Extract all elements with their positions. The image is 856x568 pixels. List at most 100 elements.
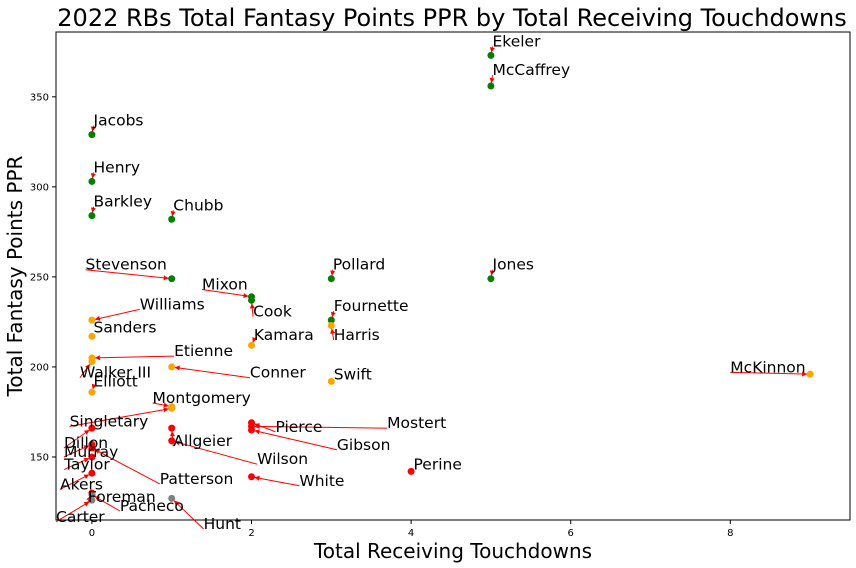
- annotation-arrowhead: [489, 77, 495, 84]
- point-label: Singletary: [70, 412, 149, 430]
- annotation-arrow: [94, 448, 160, 485]
- point-label: Foreman: [88, 488, 156, 506]
- annotation-arrowhead: [83, 457, 90, 463]
- point-label: Walker III: [80, 364, 151, 382]
- data-point: [168, 215, 176, 223]
- x-tick-label: 8: [727, 528, 733, 539]
- point-label: Patterson: [160, 470, 234, 488]
- point-label: Stevenson: [86, 256, 167, 274]
- annotation-arrow: [173, 500, 204, 530]
- point-label: Hunt: [204, 515, 241, 533]
- data-point: [168, 404, 176, 412]
- annotation-arrowhead: [489, 47, 495, 53]
- point-label: Murray: [64, 443, 118, 461]
- annotation-arrowhead: [170, 210, 176, 217]
- annotation-arrow: [254, 476, 300, 487]
- point-label: McKinnon: [730, 358, 805, 376]
- data-point: [88, 491, 96, 499]
- annotation-arrowhead: [330, 270, 336, 276]
- point-label: Dillon: [64, 434, 108, 452]
- annotation-arrowhead: [330, 328, 336, 334]
- point-label: Ekeler: [493, 32, 542, 50]
- point-label: Akers: [60, 475, 103, 493]
- annotation-arrowhead: [169, 431, 175, 437]
- point-label: White: [299, 472, 344, 490]
- point-label: Montgomery: [153, 389, 251, 407]
- data-point: [88, 469, 96, 477]
- annotation-arrowhead: [94, 315, 101, 321]
- annotation-arrowhead: [174, 440, 181, 446]
- point-label: Gibson: [337, 436, 391, 454]
- data-point: [88, 332, 96, 340]
- x-tick-label: 4: [408, 528, 414, 539]
- point-label: Wilson: [257, 450, 308, 468]
- data-point: [88, 444, 96, 452]
- annotation-arrow: [174, 366, 250, 379]
- annotation-arrow: [69, 408, 169, 427]
- chart-title: 2022 RBs Total Fantasy Points PPR by Tot…: [57, 4, 846, 32]
- annotation-arrow: [55, 501, 90, 523]
- annotation-arrowhead: [163, 275, 169, 281]
- annotation-arrow: [59, 474, 90, 490]
- data-point: [327, 275, 335, 283]
- point-label: Pollard: [333, 256, 385, 274]
- data-point: [88, 131, 96, 139]
- data-point: [88, 358, 96, 366]
- point-labels: Ekeler McCaffrey Jacobs Henry Barkley Chubb St…: [56, 32, 806, 533]
- point-label: Elliott: [94, 373, 138, 391]
- y-axis: 150 200 250 300 350: [30, 92, 56, 463]
- data-point: [248, 473, 256, 481]
- annotation-arrow: [94, 355, 175, 359]
- point-label: Jacobs: [93, 112, 144, 130]
- annotation-arrow: [201, 289, 249, 297]
- annotation-arrow: [174, 441, 258, 465]
- annotation-arrow: [85, 269, 169, 279]
- point-label: Cook: [253, 303, 292, 321]
- point-label: Henry: [94, 158, 141, 176]
- annotation-arrow: [730, 371, 808, 375]
- y-tick-label: 150: [30, 452, 49, 463]
- data-point: [88, 388, 96, 396]
- annotation-arrowhead: [174, 365, 180, 371]
- point-label: Harris: [334, 326, 380, 344]
- point-label: Taylor: [63, 456, 110, 474]
- annotation-arrowhead: [163, 407, 169, 413]
- data-point: [88, 453, 96, 461]
- data-point: [88, 212, 96, 220]
- annotation-arrowhead: [94, 496, 101, 501]
- data-point: [327, 316, 335, 324]
- point-label: Jones: [492, 256, 535, 274]
- x-tick-label: 2: [248, 528, 254, 539]
- x-tick-label: 0: [89, 528, 95, 539]
- point-label: Mixon: [202, 276, 248, 294]
- point-label: Barkley: [94, 193, 152, 211]
- point-label: Pierce: [275, 418, 322, 436]
- point-label: McCaffrey: [493, 61, 571, 79]
- annotation-arrowhead: [173, 500, 180, 506]
- data-point: [88, 177, 96, 185]
- annotation-arrow: [254, 425, 388, 429]
- annotation-arrow: [63, 429, 90, 449]
- point-label: Carter: [56, 508, 105, 526]
- data-point: [168, 494, 176, 502]
- y-tick-label: 250: [30, 272, 49, 283]
- data-point: [168, 363, 176, 371]
- data-point: [88, 316, 96, 324]
- data-point: [487, 275, 495, 283]
- point-label: Swift: [334, 366, 372, 384]
- data-point: [327, 377, 335, 385]
- y-tick-label: 300: [30, 182, 49, 193]
- annotation-arrowhead: [254, 475, 260, 481]
- data-point: [88, 424, 96, 432]
- annotation-arrowhead: [90, 126, 96, 132]
- data-point: [327, 322, 335, 330]
- point-label: Perine: [413, 456, 461, 474]
- point-label: Chubb: [173, 196, 223, 214]
- annotation-arrowhead: [243, 293, 249, 299]
- annotation-arrow: [254, 430, 338, 451]
- annotation-arrowhead: [83, 445, 90, 450]
- data-point: [168, 437, 176, 445]
- data-point: [168, 275, 176, 283]
- y-axis-label: Total Fantasy Points PPR: [3, 155, 27, 397]
- y-tick-label: 200: [30, 362, 49, 373]
